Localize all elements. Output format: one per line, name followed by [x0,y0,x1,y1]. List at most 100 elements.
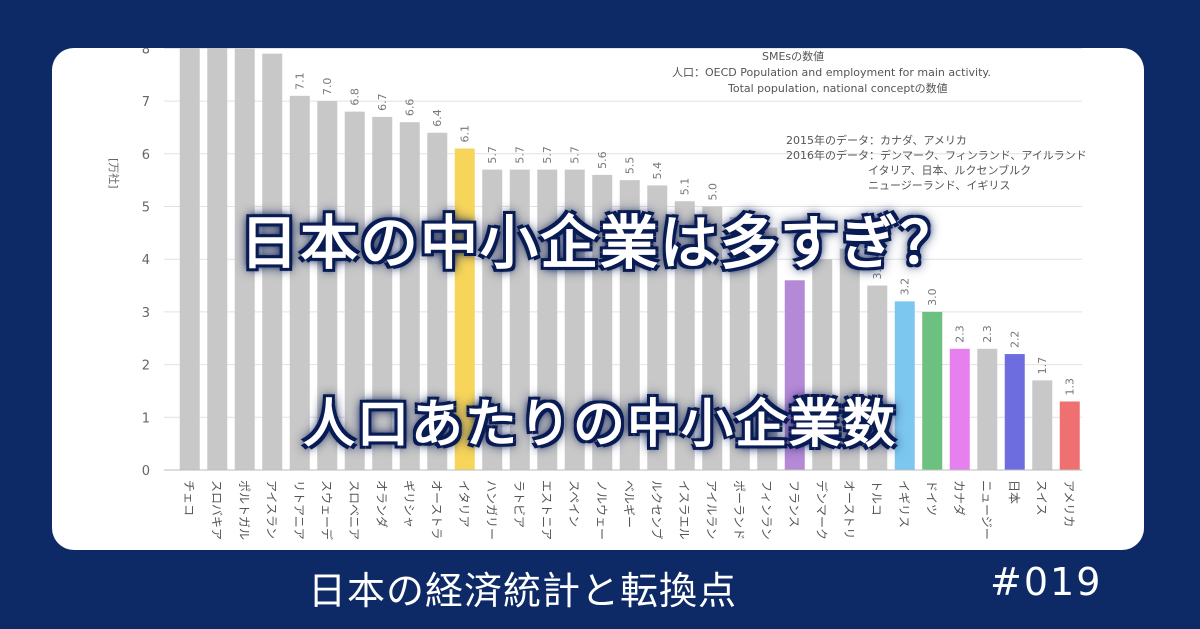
data-label: 5.7 [486,146,499,164]
year-note-1: 2015年のデータ：カナダ、アメリカ [786,134,967,147]
y-tick-label: 1 [142,411,150,426]
episode-number: #019 [990,560,1103,604]
x-tick-label: スウェーデ [319,480,334,540]
x-tick-label: アメリカ [1062,480,1076,527]
data-label: 5.1 [679,178,692,196]
bar [812,259,833,470]
bar [757,227,778,470]
x-tick-label: 日本 [1007,480,1021,504]
x-tick-label: フィンラン [759,480,773,540]
x-tick-label: ラトビア [512,480,526,528]
data-label: 3.0 [926,288,939,306]
bar [372,116,393,470]
x-tick-label: スロバキア [209,480,223,540]
data-label: 5.7 [569,146,582,164]
y-axis-label: [万社] [107,158,121,189]
data-label: 3.2 [899,278,912,296]
bar [399,122,420,471]
data-label: 6.7 [376,93,389,111]
data-label: 1.7 [1036,357,1049,375]
y-tick-label: 2 [142,359,150,374]
x-tick-label: デンマーク [814,480,829,540]
bar [427,132,448,470]
bar [784,280,805,470]
x-tick-label: ドイツ [924,480,938,516]
y-tick-label: 7 [142,95,150,110]
x-tick-label: オランダ [374,480,389,528]
x-tick-label: ハンガリー [484,480,498,540]
year-note-3: イタリア、日本、ルクセンブルク [868,164,1032,177]
x-tick-label: ポーランド [732,480,746,540]
x-tick-label: エストニア [539,480,553,540]
bar [619,180,640,470]
bar [1032,380,1053,470]
bar [344,111,365,470]
data-label: 6.8 [349,88,362,106]
source-note-3: Total population, national conceptの数値 [728,82,948,95]
data-label: 5.4 [651,162,664,180]
overlay-subtitle: 人口あたりの中小企業数 [302,395,897,455]
bar [729,217,750,470]
x-tick-label: ニュージー [979,480,993,540]
data-label: 5.0 [706,183,719,201]
data-label: 2.3 [981,325,994,343]
bar [977,348,998,470]
x-tick-label: アイルラン [704,480,718,539]
bar [867,285,888,470]
data-label: 5.7 [541,146,554,164]
data-label: 5.6 [596,151,609,169]
bar [1004,354,1025,470]
x-tick-label: スイス [1034,480,1048,516]
overlay-title: 日本の中小企業は多すぎ？ [239,209,960,277]
y-tick-label: 8 [142,48,150,57]
x-tick-label: イギリス [897,480,911,528]
bar [262,53,283,471]
bar [234,48,255,471]
bar [317,101,338,470]
x-tick-label: アイスラン [264,480,278,539]
source-note-2: 人口：OECD Population and employment for ma… [672,66,991,79]
y-tick-label: 4 [142,253,150,268]
x-tick-label: トルコ [869,480,883,516]
x-tick-label: オーストラ [429,480,443,539]
bar-chart: 0 1 2 3 4 5 6 7 8 [万社] チェコ スロバキア ポルトガル アイスラン 7.1 リトアニア 7… [107,48,1082,540]
bar [922,311,943,470]
chart-panel: 0 1 2 3 4 5 6 7 8 [万社] チェコ スロバキア ポルトガル アイスラン 7.1 リトアニア 7… [52,48,1144,550]
x-tick-label: ルクセンブ [649,480,664,540]
x-tick-label: イタリア [457,480,471,528]
bar [894,301,915,470]
bar [454,148,475,470]
x-tick-label: スペイン [567,480,581,527]
x-tick-label: オーストリ [842,480,856,539]
data-label: 6.4 [431,109,444,127]
x-tick-label: ギリシャ [402,480,416,528]
bar [179,48,200,471]
bar [289,95,310,470]
x-tick-label: イスラエル [677,480,691,540]
x-tick-label: フランス [787,480,801,528]
bar [1059,401,1080,470]
x-tick-label: カナダ [952,480,967,516]
y-tick-label: 0 [142,464,150,479]
data-label: 3.5 [871,262,884,280]
x-tick-label: ポルトガル [237,480,251,540]
bar [647,185,668,471]
bar [702,206,723,470]
bar [839,248,860,470]
data-label: 5.5 [624,157,637,175]
bar [949,348,970,470]
data-label: 7.1 [294,72,307,90]
bar [509,169,530,471]
year-note-4: ニュージーランド、イギリス [868,179,1011,192]
data-label: 7.0 [321,78,334,96]
x-tick-label: リトアニア [292,480,306,540]
bar [207,48,228,470]
y-tick-label: 3 [142,306,150,321]
bar [482,169,503,471]
y-tick-label: 6 [142,148,150,163]
series-title: 日本の経済統計と転換点 [308,569,738,613]
data-label: 5.7 [514,146,527,164]
bar [592,174,613,470]
y-tick-label: 5 [142,201,150,216]
x-tick-label: スロベニア [347,480,361,540]
